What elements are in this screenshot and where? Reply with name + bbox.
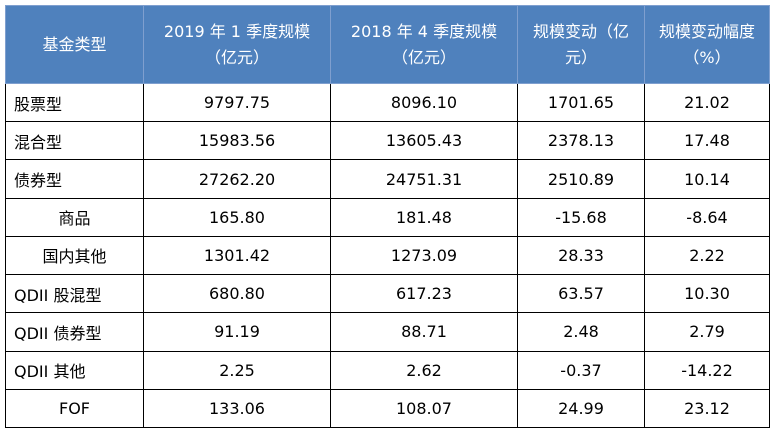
cell-change: 2510.89 <box>517 159 645 199</box>
cell-2019q1: 27262.20 <box>143 159 331 199</box>
cell-fund-type: 商品 <box>5 197 144 237</box>
cell-fund-type: 国内其他 <box>5 235 144 276</box>
cell-2019q1: 2.25 <box>143 350 331 390</box>
cell-2018q4: 1273.09 <box>330 235 518 276</box>
cell-change: -0.37 <box>517 350 645 390</box>
cell-2019q1: 91.19 <box>143 312 331 352</box>
cell-2018q4: 13605.43 <box>330 121 518 161</box>
table-row: 国内其他 1301.42 1273.09 28.33 2.22 <box>5 235 770 276</box>
header-scale-change: 规模变动（亿元） <box>517 5 645 84</box>
table-row: 商品 165.80 181.48 -15.68 -8.64 <box>5 197 770 237</box>
cell-2018q4: 88.71 <box>330 312 518 352</box>
cell-change-percent: 17.48 <box>644 121 770 161</box>
table-body: 股票型 9797.75 8096.10 1701.65 21.02 混合型 15… <box>5 82 770 429</box>
table-row: 股票型 9797.75 8096.10 1701.65 21.02 <box>5 82 770 123</box>
cell-change-percent: 10.14 <box>644 159 770 199</box>
header-fund-type: 基金类型 <box>5 5 144 84</box>
cell-fund-type: QDII 股混型 <box>5 274 144 314</box>
header-row: 基金类型 2019 年 1 季度规模（亿元） 2018 年 4 季度规模（亿元）… <box>5 5 770 84</box>
table-row: QDII 股混型 680.80 617.23 63.57 10.30 <box>5 274 770 314</box>
cell-fund-type: 股票型 <box>5 82 144 123</box>
cell-fund-type: 混合型 <box>5 121 144 161</box>
cell-2019q1: 133.06 <box>143 388 331 429</box>
cell-change: 28.33 <box>517 235 645 276</box>
cell-change: 63.57 <box>517 274 645 314</box>
cell-change-percent: 2.79 <box>644 312 770 352</box>
cell-change-percent: 2.22 <box>644 235 770 276</box>
cell-change: 2378.13 <box>517 121 645 161</box>
header-2018q4-scale: 2018 年 4 季度规模（亿元） <box>330 5 518 84</box>
cell-fund-type: QDII 其他 <box>5 350 144 390</box>
cell-change-percent: 23.12 <box>644 388 770 429</box>
cell-change: -15.68 <box>517 197 645 237</box>
cell-change-percent: 21.02 <box>644 82 770 123</box>
cell-2019q1: 680.80 <box>143 274 331 314</box>
cell-2018q4: 617.23 <box>330 274 518 314</box>
cell-2019q1: 9797.75 <box>143 82 331 123</box>
cell-2018q4: 24751.31 <box>330 159 518 199</box>
cell-change: 2.48 <box>517 312 645 352</box>
table-row: 债券型 27262.20 24751.31 2510.89 10.14 <box>5 159 770 199</box>
cell-2019q1: 165.80 <box>143 197 331 237</box>
cell-fund-type: QDII 债券型 <box>5 312 144 352</box>
table-row: FOF 133.06 108.07 24.99 23.12 <box>5 388 770 429</box>
cell-change: 24.99 <box>517 388 645 429</box>
cell-change-percent: -14.22 <box>644 350 770 390</box>
cell-2019q1: 15983.56 <box>143 121 331 161</box>
table-row: 混合型 15983.56 13605.43 2378.13 17.48 <box>5 121 770 161</box>
table-row: QDII 其他 2.25 2.62 -0.37 -14.22 <box>5 350 770 390</box>
cell-2018q4: 2.62 <box>330 350 518 390</box>
cell-2018q4: 181.48 <box>330 197 518 237</box>
cell-2018q4: 8096.10 <box>330 82 518 123</box>
header-2019q1-scale: 2019 年 1 季度规模（亿元） <box>143 5 331 84</box>
cell-2018q4: 108.07 <box>330 388 518 429</box>
cell-2019q1: 1301.42 <box>143 235 331 276</box>
cell-fund-type: FOF <box>5 388 144 429</box>
table-header: 基金类型 2019 年 1 季度规模（亿元） 2018 年 4 季度规模（亿元）… <box>5 5 770 84</box>
header-change-percent: 规模变动幅度（%） <box>644 5 770 84</box>
cell-change-percent: -8.64 <box>644 197 770 237</box>
table-row: QDII 债券型 91.19 88.71 2.48 2.79 <box>5 312 770 352</box>
cell-change: 1701.65 <box>517 82 645 123</box>
cell-fund-type: 债券型 <box>5 159 144 199</box>
fund-scale-table: 基金类型 2019 年 1 季度规模（亿元） 2018 年 4 季度规模（亿元）… <box>5 5 770 429</box>
cell-change-percent: 10.30 <box>644 274 770 314</box>
